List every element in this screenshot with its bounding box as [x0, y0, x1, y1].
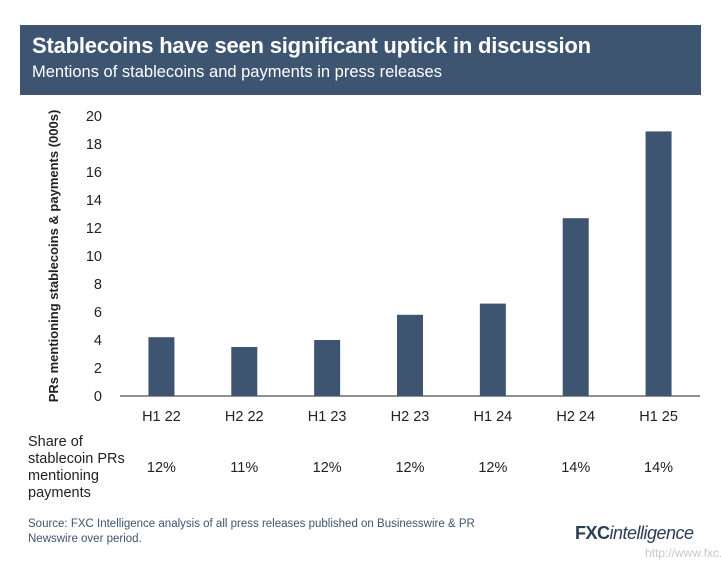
y-tick-label: 8 — [94, 277, 102, 293]
y-tick-label: 2 — [94, 361, 102, 377]
watermark: http://www.fxc.com — [645, 546, 721, 560]
y-tick-label: 18 — [86, 137, 102, 153]
share-row-label: Share of stablecoin PRs mentioning payme… — [28, 434, 125, 501]
bar-h2-24 — [562, 218, 589, 396]
x-tick-label: H1 25 — [639, 409, 678, 425]
y-tick-label: 12 — [86, 221, 102, 237]
y-tick-label: 0 — [94, 389, 102, 405]
bar-h2-23 — [397, 314, 423, 396]
y-tick-label: 10 — [86, 249, 102, 265]
share-value: 12% — [478, 460, 507, 476]
y-tick-label: 6 — [94, 305, 102, 321]
x-tick-label: H1 22 — [142, 409, 181, 425]
x-tick-label: H2 22 — [225, 409, 264, 425]
share-value: 14% — [561, 460, 590, 476]
share-value: 14% — [644, 460, 673, 476]
logo-bold-text: FXC — [575, 523, 610, 543]
source-note: Source: FXC Intelligence analysis of all… — [28, 518, 475, 545]
share-value: 12% — [395, 460, 424, 476]
bar-h1-22 — [148, 337, 175, 396]
bar-h1-23 — [314, 340, 341, 396]
chart-header: Stablecoins have seen significant uptick… — [20, 25, 701, 95]
bar-h2-22 — [231, 347, 258, 396]
y-tick-label: 4 — [94, 333, 102, 349]
bar-h1-25 — [645, 131, 672, 396]
bar-h1-24 — [479, 303, 506, 396]
x-tick-label: H2 23 — [391, 409, 430, 425]
share-value: 12% — [313, 460, 342, 476]
chart-subtitle: Mentions of stablecoins and payments in … — [32, 63, 442, 81]
y-axis-title: PRs mentioning stablecoins & payments (0… — [46, 110, 61, 403]
y-tick-label: 16 — [86, 165, 102, 181]
x-tick-label: H1 23 — [308, 409, 347, 425]
logo-light-text: intelligence — [609, 523, 695, 543]
y-tick-label: 20 — [86, 109, 102, 125]
y-tick-label: 14 — [86, 193, 102, 209]
x-tick-label: H1 24 — [474, 409, 513, 425]
x-tick-label: H2 24 — [556, 409, 595, 425]
fxc-intelligence-logo: FXCintelligence — [575, 523, 694, 544]
share-value: 11% — [230, 460, 258, 476]
share-value: 12% — [147, 460, 176, 476]
chart-title: Stablecoins have seen significant uptick… — [32, 33, 591, 58]
